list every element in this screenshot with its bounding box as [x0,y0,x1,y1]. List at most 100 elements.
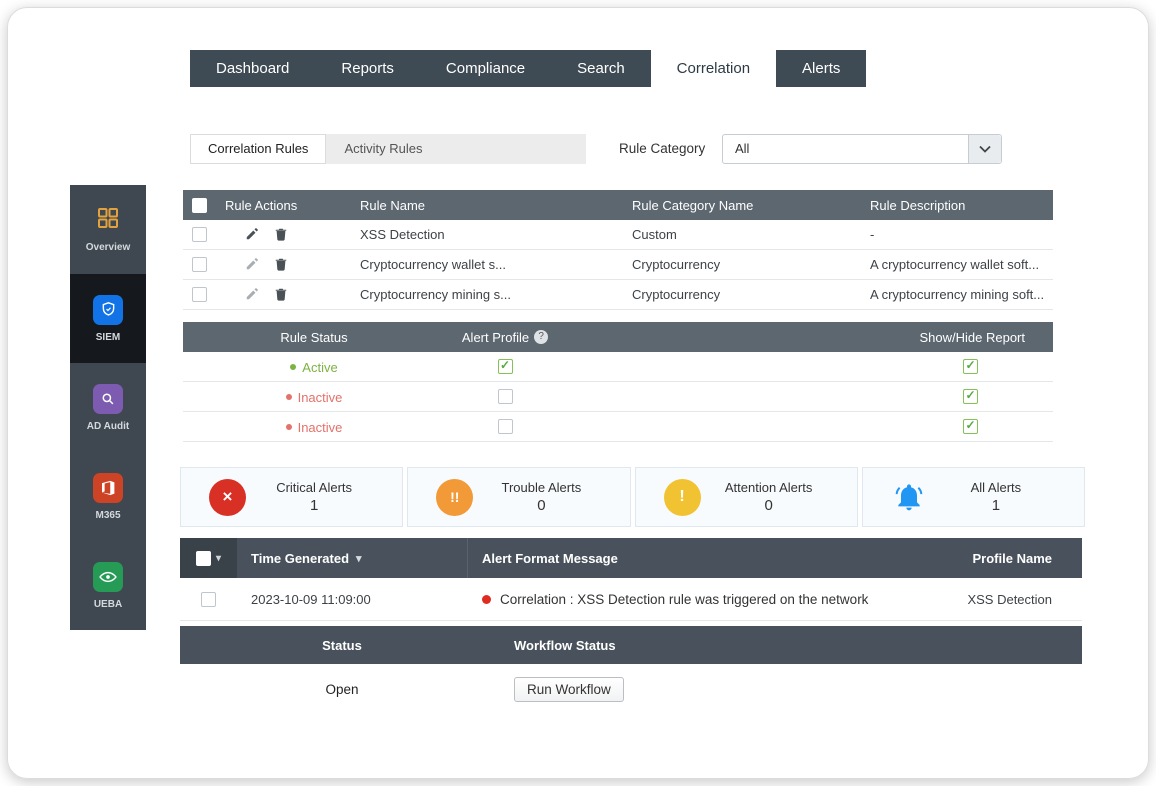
rule-status-table-header: Rule Status Alert Profile ? Show/Hide Re… [183,322,1053,352]
column-profile-name: Profile Name [972,550,1052,566]
row-select-checkbox[interactable] [191,227,207,242]
column-rule-actions: Rule Actions [225,197,298,213]
column-alert-format-message: Alert Format Message [467,538,922,578]
rule-description: A cryptocurrency mining soft... [870,287,1045,302]
run-workflow-button[interactable]: Run Workflow [514,676,624,702]
sidebar-item-ueba[interactable]: UEBA [70,541,146,630]
critical-alerts-card[interactable]: × Critical Alerts 1 [180,467,404,527]
rule-description: - [870,227,875,242]
alerts-table: ▾ Time Generated ▾ Alert Format Message … [180,538,1082,621]
alert-status: Open [325,681,359,697]
status-dot [290,364,297,371]
nav-tab-dashboard[interactable]: Dashboard [190,50,316,87]
nav-tab-search[interactable]: Search [551,50,651,87]
tab-activity-rules[interactable]: Activity Rules [344,141,423,156]
rule-status: Active [290,360,338,375]
alert-profile-checkbox[interactable] [497,389,513,404]
column-time-generated: Time Generated [251,550,350,566]
status-dot [285,424,292,431]
rule-category-value: All [735,141,750,156]
select-all-checkbox[interactable] [195,550,211,566]
rule-status-table: Rule Status Alert Profile ? Show/Hide Re… [183,322,1053,442]
table-row: Active [183,352,1053,382]
card-count: 1 [991,497,1001,514]
delete-icon[interactable] [274,287,289,302]
show-hide-report-checkbox[interactable] [963,418,978,434]
tab-correlation-rules[interactable]: Correlation Rules [190,134,327,164]
delete-icon[interactable] [274,227,289,242]
card-count: 0 [537,497,546,514]
sidebar-item-label: Overview [85,242,131,253]
edit-icon[interactable] [245,287,260,302]
workflow-table: Status Workflow Status Open Run Workflow [180,626,1082,714]
rule-name[interactable]: Cryptocurrency wallet s... [360,257,506,272]
alert-message[interactable]: Correlation : XSS Detection rule was tri… [500,591,869,607]
card-count: 0 [764,497,773,514]
sidebar-item-label: M365 [95,509,121,521]
column-workflow-status: Workflow Status [514,637,616,653]
rule-status-text: Inactive [297,419,343,435]
show-hide-report-checkbox[interactable] [963,358,978,374]
magnifier-icon [93,383,123,414]
top-navigation: Dashboard Reports Compliance Search Corr… [190,50,867,87]
chevron-down-icon[interactable]: ▾ [215,552,222,564]
table-row: Open Run Workflow [180,664,1082,714]
rules-table: Rule Actions Rule Name Rule Category Nam… [183,190,1053,310]
trouble-icon: !! [436,478,474,516]
nav-tab-reports[interactable]: Reports [315,50,420,87]
sidebar-item-siem[interactable]: SIEM [70,274,146,363]
severity-dot [482,594,491,604]
all-alerts-card[interactable]: All Alerts 1 [861,467,1085,527]
table-row: Inactive [183,412,1053,442]
column-rule-description: Rule Description [870,197,966,213]
card-count: 1 [309,497,319,514]
rule-description: A cryptocurrency wallet soft... [870,257,1040,272]
rule-category-select[interactable]: All [722,134,1002,164]
workflow-table-header: Status Workflow Status [180,626,1082,664]
time-generated-header[interactable]: Time Generated ▾ [237,551,467,566]
sort-caret-icon[interactable]: ▾ [356,552,362,565]
edit-icon[interactable] [245,227,260,242]
nav-tab-alerts[interactable]: Alerts [776,50,867,87]
sidebar-item-ad-audit[interactable]: AD Audit [70,363,146,452]
alert-profile-checkbox[interactable] [497,358,513,374]
column-show-hide-report: Show/Hide Report [919,329,1026,345]
row-select-checkbox[interactable] [201,591,216,607]
critical-icon: × [209,478,246,516]
column-rule-status: Rule Status [280,329,348,345]
alert-profile-name[interactable]: XSS Detection [967,591,1052,607]
eye-icon [93,561,123,592]
row-select-checkbox[interactable] [191,257,207,272]
column-status: Status [322,637,362,653]
rule-name[interactable]: Cryptocurrency mining s... [360,287,511,302]
sidebar-item-overview[interactable]: Overview [70,185,146,274]
nav-tab-compliance[interactable]: Compliance [419,50,552,87]
alert-profile-checkbox[interactable] [497,419,513,434]
rule-status-text: Inactive [297,389,343,405]
nav-tab-correlation[interactable]: Correlation [650,50,777,87]
chevron-down-icon[interactable] [968,135,1001,163]
help-icon[interactable]: ? [534,330,549,344]
alert-summary-cards: × Critical Alerts 1 !! Trouble Alerts 0 … [180,467,1085,527]
select-all-cell[interactable]: ▾ [180,538,237,578]
column-rule-category: Rule Category Name [632,197,754,213]
select-all-checkbox[interactable] [191,197,207,213]
edit-icon[interactable] [245,257,260,272]
attention-alerts-card[interactable]: ! Attention Alerts 0 [634,467,858,527]
show-hide-report-checkbox[interactable] [963,388,978,404]
table-row: Inactive [183,382,1053,412]
rules-table-header: Rule Actions Rule Name Rule Category Nam… [183,190,1053,220]
delete-icon[interactable] [274,257,289,272]
shield-icon [93,294,123,325]
attention-icon: ! [663,478,701,516]
rule-category: Custom [632,227,677,242]
table-row: XSS Detection Custom - [183,220,1053,250]
rule-name[interactable]: XSS Detection [360,227,445,242]
row-select-checkbox[interactable] [191,287,207,302]
card-label: Trouble Alerts [501,480,582,495]
sidebar-item-m365[interactable]: M365 [70,452,146,541]
column-rule-name: Rule Name [360,197,426,213]
sidebar-item-label: UEBA [93,598,123,610]
rule-status: Inactive [285,389,343,405]
trouble-alerts-card[interactable]: !! Trouble Alerts 0 [407,467,631,527]
